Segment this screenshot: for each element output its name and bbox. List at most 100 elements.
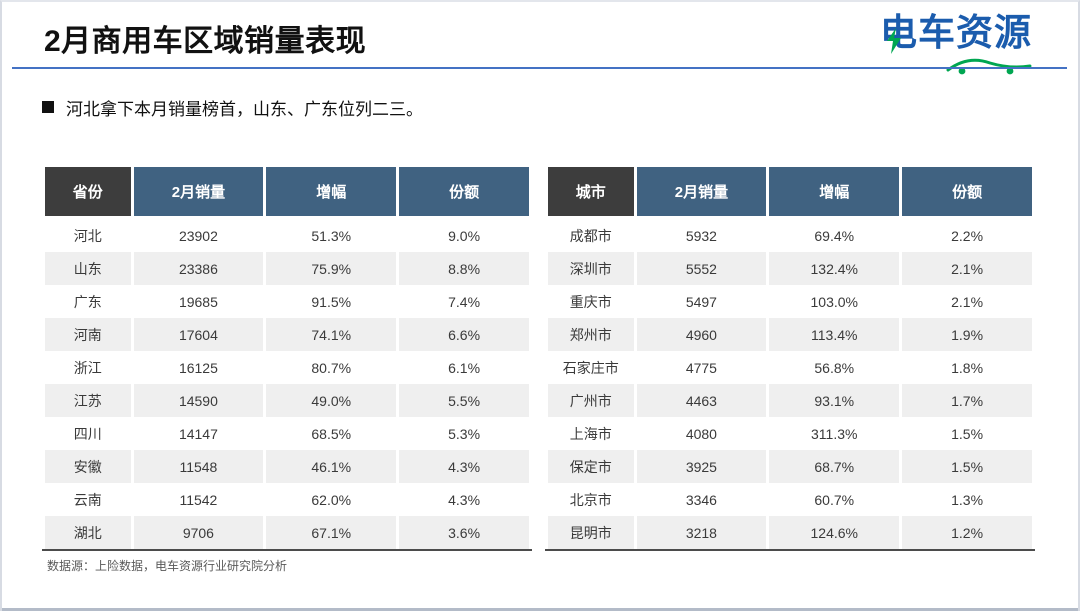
key-insight-text: 河北拿下本月销量榜首，山东、广东位列二三。 [66, 99, 423, 119]
table-cell: 1.5% [902, 417, 1032, 450]
table-cell: 3.6% [399, 516, 529, 549]
city-table-grid: 城市 2月销量 增幅 份额 成都市 5932 69.4% 2.2% 深圳市 5552 132.4% 2… [545, 167, 1035, 549]
table-row: 浙江 16125 80.7% 6.1% [45, 351, 529, 384]
province-sales-table: 省份 2月销量 增幅 份额 河北 23902 51.3% 9.0% 山东 23386 75.9% 8.… [42, 167, 532, 551]
brand-logo-text: 电车资源 [880, 12, 1032, 74]
table-cell: 14590 [133, 384, 264, 417]
brand-logo: 电车资源 [880, 12, 1032, 74]
table-cell: 1.5% [902, 450, 1032, 483]
city-sales-table: 城市 2月销量 增幅 份额 成都市 5932 69.4% 2.2% 深圳市 5552 132.4% 2… [545, 167, 1035, 551]
table-cell: 5.5% [399, 384, 529, 417]
table-row: 郑州市 4960 113.4% 1.9% [548, 318, 1032, 351]
table-cell: 6.1% [399, 351, 529, 384]
table-cell: 河南 [45, 318, 131, 351]
table-cell: 23902 [133, 219, 264, 252]
table-row: 四川 14147 68.5% 5.3% [45, 417, 529, 450]
table-cell: 113.4% [769, 318, 900, 351]
table-cell: 2.1% [902, 252, 1032, 285]
table-cell: 4960 [636, 318, 767, 351]
table-header-row: 省份 2月销量 增幅 份额 [45, 167, 529, 219]
table-cell: 93.1% [769, 384, 900, 417]
table-row: 河北 23902 51.3% 9.0% [45, 219, 529, 252]
table-cell: 103.0% [769, 285, 900, 318]
table-cell: 17604 [133, 318, 264, 351]
table-cell: 浙江 [45, 351, 131, 384]
table-cell: 62.0% [266, 483, 397, 516]
table-cell: 郑州市 [548, 318, 634, 351]
table-row: 深圳市 5552 132.4% 2.1% [548, 252, 1032, 285]
table-cell: 8.8% [399, 252, 529, 285]
lightning-icon [887, 21, 901, 54]
table-row: 北京市 3346 60.7% 1.3% [548, 483, 1032, 516]
table-row: 山东 23386 75.9% 8.8% [45, 252, 529, 285]
table-cell: 68.7% [769, 450, 900, 483]
table-cell: 9.0% [399, 219, 529, 252]
table-cell: 3925 [636, 450, 767, 483]
table-row: 重庆市 5497 103.0% 2.1% [548, 285, 1032, 318]
table-cell: 14147 [133, 417, 264, 450]
table-cell: 1.3% [902, 483, 1032, 516]
column-header: 增幅 [769, 167, 900, 219]
table-cell: 80.7% [266, 351, 397, 384]
table-row: 江苏 14590 49.0% 5.5% [45, 384, 529, 417]
table-cell: 2.2% [902, 219, 1032, 252]
table-cell: 74.1% [266, 318, 397, 351]
column-header: 增幅 [266, 167, 397, 219]
car-swoosh-icon [946, 42, 1032, 74]
table-cell: 5932 [636, 219, 767, 252]
table-row: 广州市 4463 93.1% 1.7% [548, 384, 1032, 417]
table-cell: 1.7% [902, 384, 1032, 417]
column-header: 2月销量 [636, 167, 767, 219]
title-divider [12, 67, 1067, 69]
table-cell: 4463 [636, 384, 767, 417]
table-cell: 6.6% [399, 318, 529, 351]
table-cell: 1.2% [902, 516, 1032, 549]
table-row: 河南 17604 74.1% 6.6% [45, 318, 529, 351]
province-table-grid: 省份 2月销量 增幅 份额 河北 23902 51.3% 9.0% 山东 23386 75.9% 8.… [42, 167, 532, 549]
table-cell: 5552 [636, 252, 767, 285]
table-header-row: 城市 2月销量 增幅 份额 [548, 167, 1032, 219]
table-cell: 1.9% [902, 318, 1032, 351]
table-cell: 保定市 [548, 450, 634, 483]
table-row: 成都市 5932 69.4% 2.2% [548, 219, 1032, 252]
table-cell: 成都市 [548, 219, 634, 252]
table-cell: 4.3% [399, 450, 529, 483]
table-cell: 69.4% [769, 219, 900, 252]
table-cell: 广东 [45, 285, 131, 318]
table-cell: 3218 [636, 516, 767, 549]
table-cell: 安徽 [45, 450, 131, 483]
table-cell: 昆明市 [548, 516, 634, 549]
table-cell: 23386 [133, 252, 264, 285]
table-cell: 49.0% [266, 384, 397, 417]
table-cell: 11542 [133, 483, 264, 516]
table-cell: 2.1% [902, 285, 1032, 318]
table-cell: 124.6% [769, 516, 900, 549]
column-header: 城市 [548, 167, 634, 219]
table-cell: 60.7% [769, 483, 900, 516]
brand-logo-characters: 电车资源 [880, 12, 1032, 53]
bottom-accent-bar [2, 608, 1078, 611]
table-cell: 311.3% [769, 417, 900, 450]
table-cell: 1.8% [902, 351, 1032, 384]
table-row: 石家庄市 4775 56.8% 1.8% [548, 351, 1032, 384]
table-cell: 4.3% [399, 483, 529, 516]
data-source-note: 数据源：上险数据，电车资源行业研究院分析 [47, 559, 288, 573]
bullet-square-icon [42, 101, 54, 113]
table-cell: 重庆市 [548, 285, 634, 318]
table-cell: 19685 [133, 285, 264, 318]
table-cell: 云南 [45, 483, 131, 516]
table-cell: 山东 [45, 252, 131, 285]
table-cell: 深圳市 [548, 252, 634, 285]
key-insight: 河北拿下本月销量榜首，山东、广东位列二三。 [42, 94, 423, 120]
table-row: 上海市 4080 311.3% 1.5% [548, 417, 1032, 450]
table-row: 云南 11542 62.0% 4.3% [45, 483, 529, 516]
table-cell: 4080 [636, 417, 767, 450]
table-cell: 46.1% [266, 450, 397, 483]
column-header: 省份 [45, 167, 131, 219]
table-cell: 56.8% [769, 351, 900, 384]
table-cell: 5.3% [399, 417, 529, 450]
table-cell: 68.5% [266, 417, 397, 450]
column-header: 2月销量 [133, 167, 264, 219]
table-row: 广东 19685 91.5% 7.4% [45, 285, 529, 318]
